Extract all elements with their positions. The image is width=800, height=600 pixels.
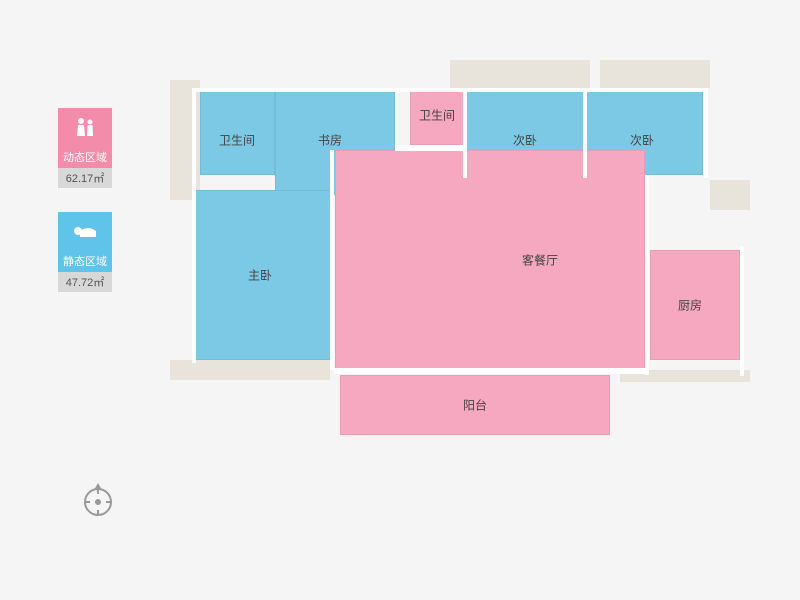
outer-block <box>170 360 330 380</box>
compass-icon <box>78 480 118 520</box>
room-label: 阳台 <box>463 397 487 414</box>
wall <box>334 368 646 374</box>
legend-static-label: 静态区域 <box>58 250 112 272</box>
legend: 动态区域 62.17㎡ 静态区域 47.72㎡ <box>58 108 112 316</box>
room-label: 主卧 <box>248 267 272 284</box>
legend-static-value: 47.72㎡ <box>58 272 112 292</box>
room-label: 客餐厅 <box>522 252 558 269</box>
wall <box>583 88 587 178</box>
outer-block <box>600 60 710 88</box>
legend-dynamic: 动态区域 62.17㎡ <box>58 108 112 188</box>
wall <box>192 88 704 92</box>
wall <box>330 150 334 370</box>
people-icon <box>58 108 112 146</box>
room-label: 卫生间 <box>219 132 255 149</box>
legend-static: 静态区域 47.72㎡ <box>58 212 112 292</box>
room-label: 次卧 <box>630 132 654 149</box>
wall <box>463 88 467 178</box>
room-label: 卫生间 <box>419 107 455 124</box>
wall <box>645 175 649 375</box>
legend-dynamic-label: 动态区域 <box>58 146 112 168</box>
outer-block <box>450 60 590 88</box>
floor-plan: 卫生间书房卫生间次卧次卧主卧客餐厅厨房阳台 <box>170 60 750 490</box>
wall <box>740 246 744 376</box>
sleep-icon <box>58 212 112 250</box>
room-label: 书房 <box>318 132 342 149</box>
wall <box>192 88 196 363</box>
room-label: 厨房 <box>678 297 702 314</box>
legend-dynamic-value: 62.17㎡ <box>58 168 112 188</box>
room-客餐厅 <box>335 150 645 370</box>
wall <box>704 88 708 178</box>
wall <box>395 145 465 151</box>
room-label: 次卧 <box>513 132 537 149</box>
outer-block <box>710 180 750 210</box>
